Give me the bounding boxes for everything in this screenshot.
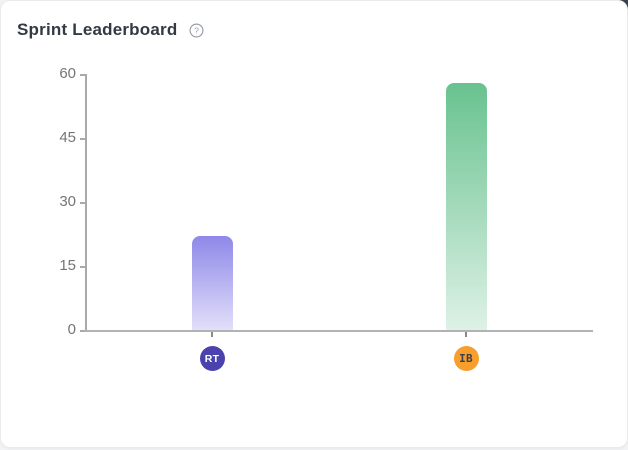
y-axis-label: 0: [67, 321, 76, 338]
y-axis-tick: [80, 202, 85, 204]
y-axis-label: 30: [59, 193, 76, 210]
help-icon[interactable]: ?: [189, 22, 204, 38]
y-axis-tick: [80, 266, 85, 268]
avatar-ib[interactable]: IB: [453, 346, 479, 371]
bar-ib[interactable]: [445, 82, 487, 330]
avatar-rt[interactable]: RT: [199, 346, 225, 371]
y-axis-label: 15: [59, 257, 76, 274]
y-axis-tick: [80, 330, 85, 332]
question-circle-icon: ?: [189, 22, 204, 38]
x-axis-line: [85, 330, 593, 332]
y-axis-label: 60: [59, 65, 76, 82]
svg-text:?: ?: [195, 25, 200, 35]
page-title: Sprint Leaderboard: [17, 20, 178, 39]
y-axis-line: [85, 74, 87, 332]
y-axis-label: 45: [59, 129, 76, 146]
y-axis-tick: [80, 74, 85, 76]
x-axis-tick: [465, 332, 467, 337]
y-axis-tick: [80, 138, 85, 140]
bar-rt[interactable]: [191, 236, 233, 330]
x-axis-tick: [211, 332, 213, 337]
card-header: Sprint Leaderboard ?: [1, 1, 627, 40]
